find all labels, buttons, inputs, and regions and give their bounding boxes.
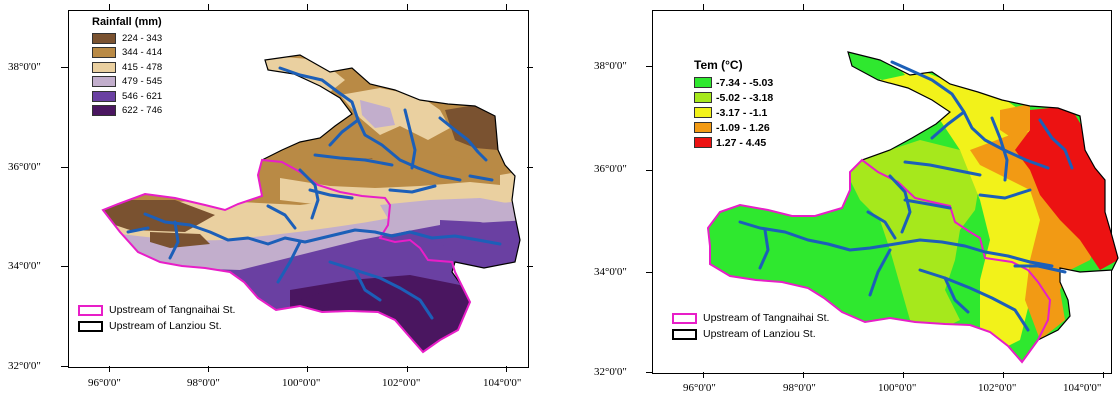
river-network — [126, 66, 502, 320]
legend-label: 224 - 343 — [122, 32, 163, 44]
lat-label-32: 32°0'0" — [8, 360, 41, 372]
lon-label-98: 98°0'0" — [187, 377, 220, 389]
legend-swatch — [694, 137, 712, 148]
lat-label-36: 36°0'0" — [594, 163, 627, 175]
legend-label: 622 - 746 — [122, 105, 163, 117]
lat-label-36: 36°0'0" — [8, 161, 41, 173]
legend-item: 415 - 478 — [92, 60, 162, 75]
legend-item: 479 - 545 — [92, 75, 162, 90]
lon-label-102: 102°0'0" — [978, 382, 1017, 394]
temperature-map-panel: 38°0'0" 36°0'0" 34°0'0" 32°0'0" 96°0'0" … — [560, 0, 1120, 398]
temperature-basin-map — [706, 51, 1119, 364]
legend-item: 622 - 746 — [92, 104, 162, 119]
legend-label: -1.09 - 1.26 — [716, 121, 770, 134]
legend-label: 546 - 621 — [122, 90, 163, 102]
legend-swatch — [92, 105, 116, 117]
lon-label-104: 104°0'0" — [483, 377, 522, 389]
legend-label: -7.34 - -5.03 — [716, 76, 774, 89]
boundary-legend-item: Upstream of Lanziou St. — [78, 318, 235, 334]
temperature-legend: Tem (°C) -7.34 - -5.03 -5.02 - -3.18 -3.… — [694, 58, 773, 150]
legend-item: 1.27 - 4.45 — [694, 135, 773, 150]
legend-label: 415 - 478 — [122, 61, 163, 73]
legend-swatch — [92, 90, 116, 102]
rainfall-legend: Rainfall (mm) 224 - 343 344 - 414 415 - … — [92, 16, 162, 118]
lon-label-96: 96°0'0" — [683, 382, 716, 394]
lanziou-swatch — [78, 320, 103, 332]
legend-swatch — [92, 76, 116, 88]
legend-swatch — [694, 77, 712, 88]
boundary-legend: Upstream of Tangnaihai St. Upstream of L… — [672, 310, 829, 342]
lat-label-34: 34°0'0" — [8, 260, 41, 272]
legend-swatch — [92, 47, 116, 59]
legend-item: -5.02 - -3.18 — [694, 90, 773, 105]
lon-label-104: 104°0'0" — [1063, 382, 1102, 394]
tangnaihai-boundary — [101, 158, 472, 354]
legend-item: 546 - 621 — [92, 89, 162, 104]
rainfall-map-panel: 38°0'0" 36°0'0" 34°0'0" 32°0'0" 96°0'0" … — [8, 4, 533, 389]
legend-item: 224 - 343 — [92, 31, 162, 46]
boundary-label: Upstream of Lanziou St. — [703, 328, 816, 340]
boundary-legend-item: Upstream of Tangnaihai St. — [672, 310, 829, 326]
river-network — [738, 60, 1074, 332]
lon-label-102: 102°0'0" — [382, 377, 421, 389]
legend-title: Tem (°C) — [694, 58, 743, 72]
lat-label-32: 32°0'0" — [594, 366, 627, 378]
boundary-legend: Upstream of Tangnaihai St. Upstream of L… — [78, 302, 235, 334]
legend-label: 479 - 545 — [122, 76, 163, 88]
legend-label: 1.27 - 4.45 — [716, 136, 767, 149]
legend-swatch — [92, 61, 116, 73]
legend-swatch — [694, 107, 712, 118]
lanziou-swatch — [672, 328, 697, 340]
legend-item: -1.09 - 1.26 — [694, 120, 773, 135]
legend-item: -3.17 - -1.1 — [694, 105, 773, 120]
tangnaihai-swatch — [672, 312, 697, 324]
legend-label: 344 - 414 — [122, 47, 163, 59]
tangnaihai-boundary — [706, 158, 1052, 364]
legend-swatch — [694, 122, 712, 133]
boundary-label: Upstream of Lanziou St. — [109, 320, 222, 332]
lon-label-100: 100°0'0" — [282, 377, 321, 389]
lon-label-100: 100°0'0" — [878, 382, 917, 394]
lon-label-98: 98°0'0" — [783, 382, 816, 394]
tangnaihai-swatch — [78, 304, 103, 316]
boundary-legend-item: Upstream of Tangnaihai St. — [78, 302, 235, 318]
boundary-label: Upstream of Tangnaihai St. — [109, 304, 236, 316]
boundary-legend-item: Upstream of Lanziou St. — [672, 326, 829, 342]
lat-label-38: 38°0'0" — [8, 61, 41, 73]
boundary-label: Upstream of Tangnaihai St. — [703, 312, 830, 324]
legend-title: Rainfall (mm) — [92, 16, 162, 28]
lat-label-38: 38°0'0" — [594, 60, 627, 72]
legend-swatch — [694, 92, 712, 103]
lat-label-34: 34°0'0" — [594, 266, 627, 278]
lon-label-96: 96°0'0" — [88, 377, 121, 389]
legend-label: -3.17 - -1.1 — [716, 106, 768, 119]
legend-label: -5.02 - -3.18 — [716, 91, 774, 104]
legend-item: 344 - 414 — [92, 46, 162, 61]
rainfall-basin-map — [101, 54, 521, 354]
legend-item: -7.34 - -5.03 — [694, 75, 773, 90]
legend-swatch — [92, 32, 116, 44]
